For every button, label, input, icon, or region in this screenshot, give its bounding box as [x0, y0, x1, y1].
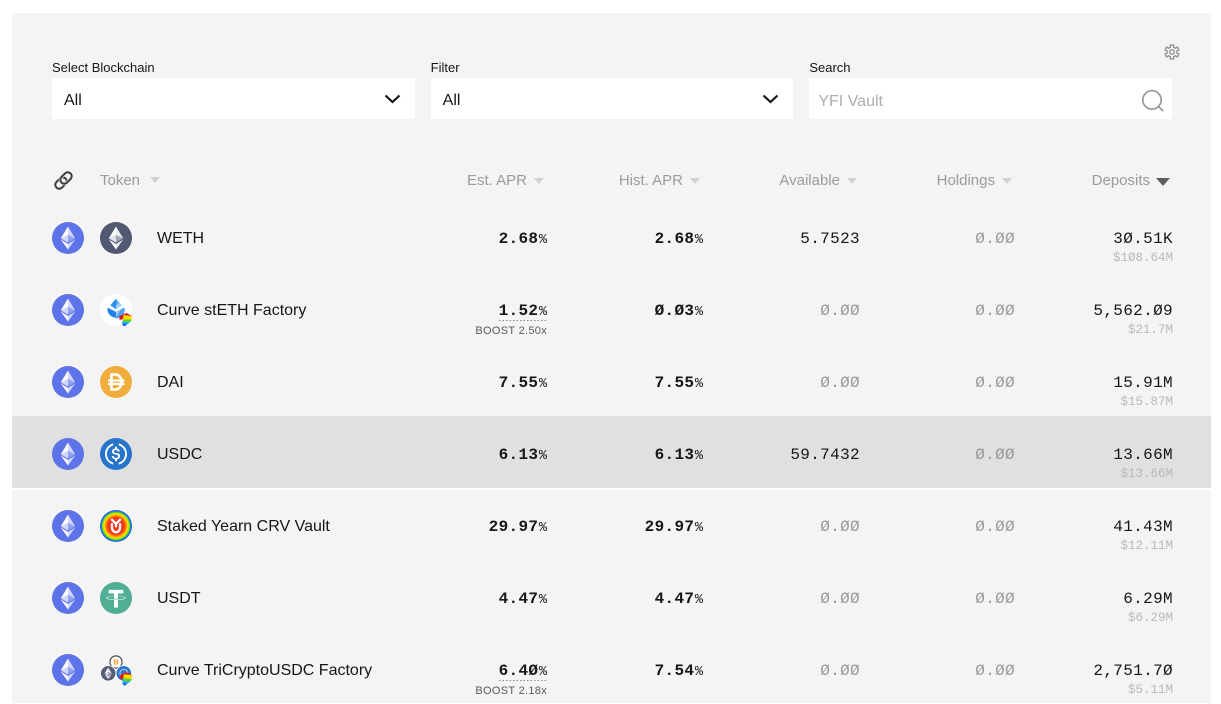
svg-text:B: B	[113, 657, 119, 666]
